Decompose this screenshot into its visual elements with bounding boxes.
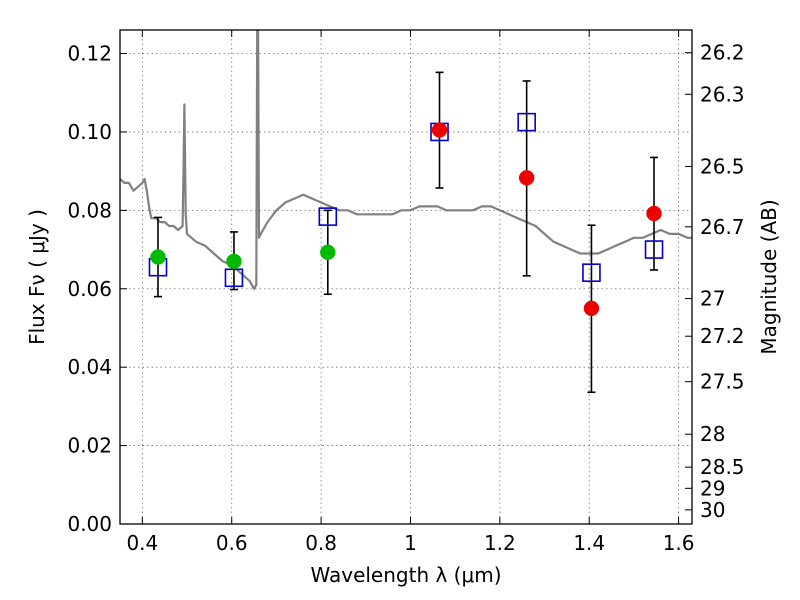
mag-tick-label: 28 [700, 422, 725, 446]
model-flux-square [644, 240, 664, 259]
model-flux-square [517, 112, 536, 132]
plot-background [120, 30, 692, 524]
x-tick-label: 1.2 [484, 531, 516, 555]
x-tick-label: 0.4 [126, 531, 158, 555]
mag-tick-label: 27.5 [700, 370, 745, 394]
mag-tick-label: 27 [700, 287, 725, 311]
model-spectrum-line [120, 30, 692, 290]
ticks: 0.4 0.6 0.8 1 1.2 1.4 1.6 0.00 0.02 0.04 0.06 0.08 0… [67, 30, 745, 555]
mag-tick-label: 29 [700, 476, 725, 500]
x-tick-label: 1.6 [663, 531, 695, 555]
y-tick-label: 0.04 [67, 355, 112, 379]
mag-tick-label: 26.2 [700, 41, 745, 65]
y2-axis-label: Magnitude (AB) [757, 199, 781, 354]
y-tick-label: 0.10 [67, 120, 112, 144]
x-tick-label: 1 [404, 531, 417, 555]
observed-flux-green-point [226, 253, 242, 270]
y-tick-label: 0.02 [67, 434, 112, 458]
y-tick-label: 0.12 [67, 42, 112, 66]
observed-flux-green-point [320, 244, 336, 261]
model-flux-square [318, 207, 338, 226]
mag-tick-label: 26.7 [700, 215, 745, 239]
data-layer [120, 30, 692, 394]
y-axis-label: Flux Fν ( μJy ) [25, 209, 49, 345]
observed-flux-red-point [583, 300, 600, 317]
observed-flux-red-point [518, 170, 535, 186]
mag-tick-label: 28.5 [700, 455, 745, 479]
mag-tick-label: 26.5 [700, 154, 745, 178]
plot-frame [119, 29, 693, 525]
observed-flux-red-point [646, 205, 662, 222]
model-flux-square [582, 263, 601, 282]
mag-tick-label: 30 [700, 498, 725, 522]
x-tick-label: 1.4 [573, 531, 605, 555]
x-tick-label: 0.6 [216, 531, 248, 555]
mag-tick-label: 26.3 [700, 82, 745, 106]
y-tick-label: 0.08 [67, 198, 112, 222]
x-axis-label: Wavelength λ (μm) [310, 563, 501, 587]
y-tick-label: 0.06 [67, 277, 112, 301]
mag-tick-label: 27.2 [700, 324, 745, 348]
model-flux-square [224, 268, 244, 288]
observed-flux-red-point [431, 122, 448, 138]
observed-flux-green-point [150, 249, 166, 265]
x-tick-label: 0.8 [305, 531, 337, 555]
y-tick-label: 0.00 [67, 512, 112, 536]
